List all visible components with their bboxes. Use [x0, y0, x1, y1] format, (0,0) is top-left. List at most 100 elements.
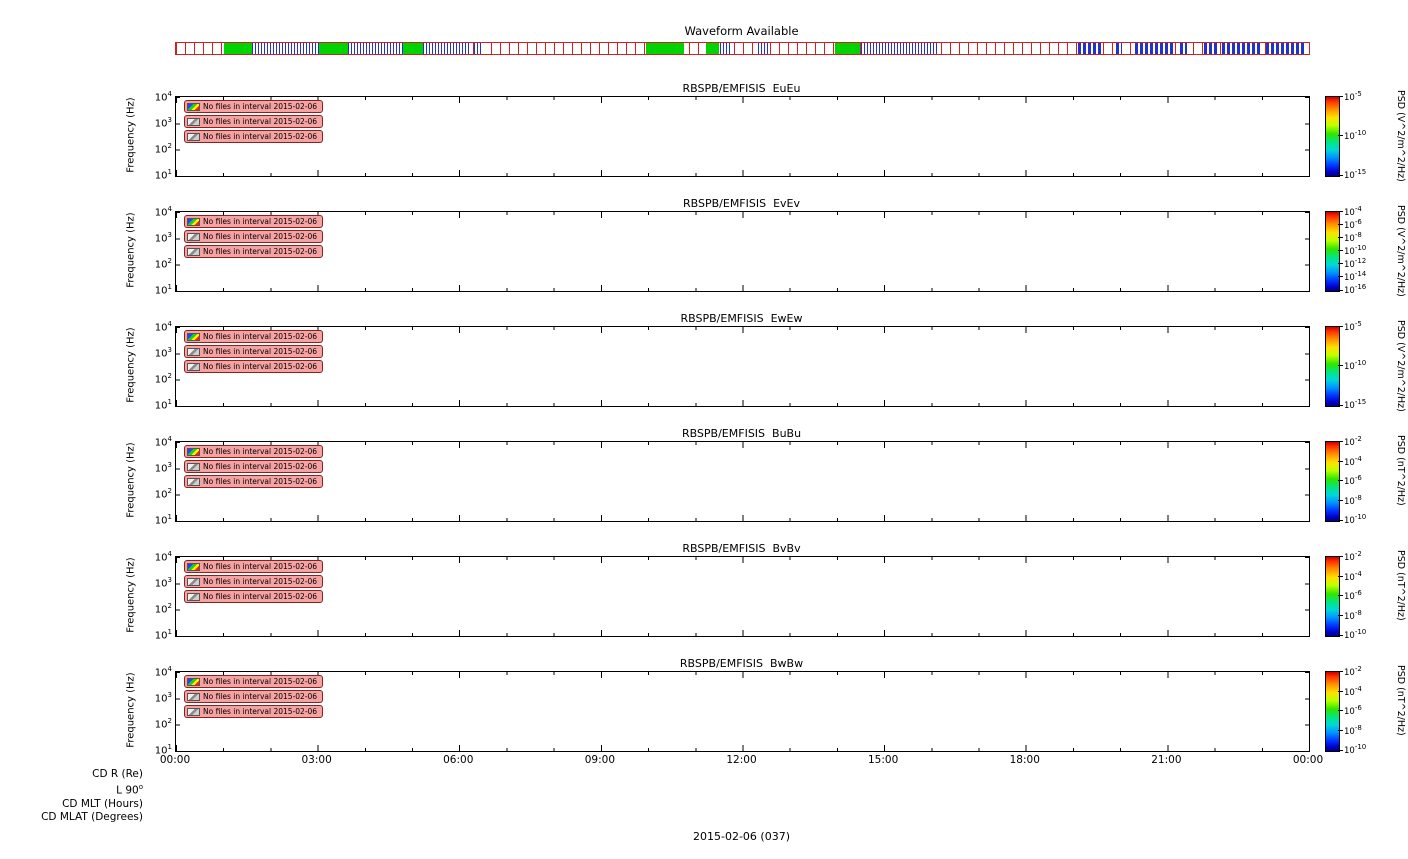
colorbar-tick-label: 10-10: [1337, 513, 1367, 526]
no-files-message-text: No files in interval 2015-02-06: [203, 232, 318, 241]
colorbar-tick-label: 10-6: [1338, 474, 1362, 487]
colorbar-ticks: 10-5 10-10 10-15: [1337, 321, 1390, 411]
no-files-message: No files in interval 2015-02-06: [184, 460, 324, 473]
y-tick-label: 101: [154, 742, 172, 756]
y-tick-marks-left: [176, 557, 180, 636]
panel-title: RBSPB/EMFISIS EvEv: [683, 197, 800, 210]
plot-area: No files in interval 2015-02-06 No files …: [175, 326, 1310, 407]
y-tick-marks-right: [1305, 212, 1309, 291]
no-files-message-text: No files in interval 2015-02-06: [203, 707, 318, 716]
x-minor-tick-marks-top: [176, 557, 1309, 560]
colorbar-tick-label: 10-6: [1338, 704, 1362, 717]
x-tick-marks-top: [176, 442, 1309, 448]
colorbar-tick-label: 10-6: [1338, 589, 1362, 602]
plot-area: No files in interval 2015-02-06 No files …: [175, 211, 1310, 292]
grayscale-icon: [187, 477, 200, 486]
ephemeris-label: CD MLT (Hours): [62, 797, 143, 810]
no-files-message: No files in interval 2015-02-06: [184, 675, 324, 688]
y-tick-label: 102: [154, 371, 172, 386]
colorbar-tick-label: 10-15: [1337, 168, 1367, 181]
no-files-message: No files in interval 2015-02-06: [184, 345, 324, 358]
y-tick-label: 104: [154, 205, 172, 219]
colorbar: [1325, 556, 1340, 637]
no-files-message: No files in interval 2015-02-06: [184, 705, 324, 718]
availability-segment-blue: [473, 43, 484, 54]
plot-area: No files in interval 2015-02-06 No files …: [175, 441, 1310, 522]
x-minor-tick-marks-top: [176, 672, 1309, 675]
grayscale-icon: [187, 247, 200, 256]
colorbar-tick-label: 10-16: [1337, 283, 1367, 296]
panel-title: RBSPB/EMFISIS EwEw: [680, 312, 803, 325]
availability-segment-blue2: [1116, 43, 1123, 54]
availability-segment-blue: [758, 43, 769, 54]
colorbar-tick-label: 10-10: [1337, 628, 1367, 641]
colorbar-axis-label: PSD (V^2/m^2/Hz): [1395, 205, 1406, 297]
y-tick-label: 103: [154, 345, 172, 360]
colorbar-tick-label: 10-5: [1338, 90, 1362, 103]
no-files-message-text: No files in interval 2015-02-06: [203, 132, 318, 141]
y-axis-ticks: 104 103 102 101: [138, 321, 172, 411]
panel-title: RBSPB/EMFISIS BwBw: [679, 657, 804, 670]
colorbar-icon: [187, 447, 200, 456]
grayscale-icon: [187, 462, 200, 471]
grayscale-icon: [187, 692, 200, 701]
no-files-messages: No files in interval 2015-02-06 No files …: [184, 445, 324, 488]
availability-title: Waveform Available: [684, 24, 799, 38]
y-tick-label: 104: [154, 90, 172, 104]
no-files-message: No files in interval 2015-02-06: [184, 690, 324, 703]
y-tick-label: 101: [154, 512, 172, 526]
x-tick-marks-top: [176, 672, 1309, 678]
grayscale-icon: [187, 347, 200, 356]
y-tick-marks-left: [176, 212, 180, 291]
colorbar-tick-label: 10-2: [1338, 550, 1362, 563]
ephemeris-label: L 90o: [116, 783, 143, 797]
y-tick-marks-right: [1305, 97, 1309, 176]
availability-segment-green: [706, 43, 719, 54]
colorbar-tick-label: 10-2: [1338, 665, 1362, 678]
no-files-message-text: No files in interval 2015-02-06: [203, 447, 318, 456]
availability-segment-blue: [348, 43, 403, 54]
colorbar-icon: [187, 102, 200, 111]
ephemeris-label: CD R (Re): [92, 768, 143, 780]
no-files-message: No files in interval 2015-02-06: [184, 360, 324, 373]
x-tick-label: 06:00: [443, 754, 474, 766]
frequency-axis-label: Frequency (Hz): [125, 442, 137, 518]
colorbar-axis-label: PSD (V^2/m^2/Hz): [1395, 90, 1406, 182]
colorbar: [1325, 326, 1340, 407]
y-tick-label: 103: [154, 460, 172, 475]
colorbar-icon: [187, 332, 200, 341]
no-files-message: No files in interval 2015-02-06: [184, 475, 324, 488]
no-files-message: No files in interval 2015-02-06: [184, 115, 324, 128]
colorbar: [1325, 211, 1340, 292]
no-files-message-text: No files in interval 2015-02-06: [203, 247, 318, 256]
x-tick-label: 00:00: [159, 754, 191, 766]
no-files-messages: No files in interval 2015-02-06 No files …: [184, 215, 324, 258]
colorbar-tick-label: 10-4: [1338, 454, 1362, 468]
frequency-axis-label: Frequency (Hz): [125, 212, 137, 288]
availability-segment-blue2: [1077, 43, 1102, 54]
y-tick-label: 103: [154, 230, 172, 245]
no-files-message-text: No files in interval 2015-02-06: [203, 217, 318, 226]
no-files-message: No files in interval 2015-02-06: [184, 245, 324, 258]
y-tick-marks-left: [176, 442, 180, 521]
no-files-message-text: No files in interval 2015-02-06: [203, 362, 318, 371]
x-tick-label: 00:00: [1292, 754, 1324, 766]
frequency-axis-label: Frequency (Hz): [125, 97, 137, 173]
colorbar-icon: [187, 217, 200, 226]
no-files-message-text: No files in interval 2015-02-06: [203, 692, 318, 701]
colorbar-axis-label: PSD (nT^2/Hz): [1395, 665, 1406, 736]
colorbar-tick-label: 10-6: [1338, 218, 1362, 231]
colorbar-tick-label: 10-15: [1337, 398, 1367, 411]
date-label: 2015-02-06 (037): [692, 830, 790, 843]
colorbar: [1325, 441, 1340, 522]
spectrogram-panel-evev: RBSPB/EMFISIS EvEv Frequency (Hz) 104 103…: [0, 197, 1408, 312]
y-tick-marks-right: [1305, 442, 1309, 521]
frequency-axis-label: Frequency (Hz): [125, 672, 137, 748]
colorbar-icon: [187, 677, 200, 686]
spectrogram-panel-eueu: RBSPB/EMFISIS EuEu Frequency (Hz) 104 103…: [0, 82, 1408, 197]
colorbar-tick-label: 10-14: [1337, 270, 1367, 283]
colorbar-tick-label: 10-4: [1338, 205, 1362, 218]
x-tick-marks-top: [176, 97, 1309, 103]
colorbar-axis-label: PSD (nT^2/Hz): [1395, 550, 1406, 621]
spectrogram-panel-bwbw: RBSPB/EMFISIS BwBw Frequency (Hz) 104 103…: [0, 657, 1408, 772]
